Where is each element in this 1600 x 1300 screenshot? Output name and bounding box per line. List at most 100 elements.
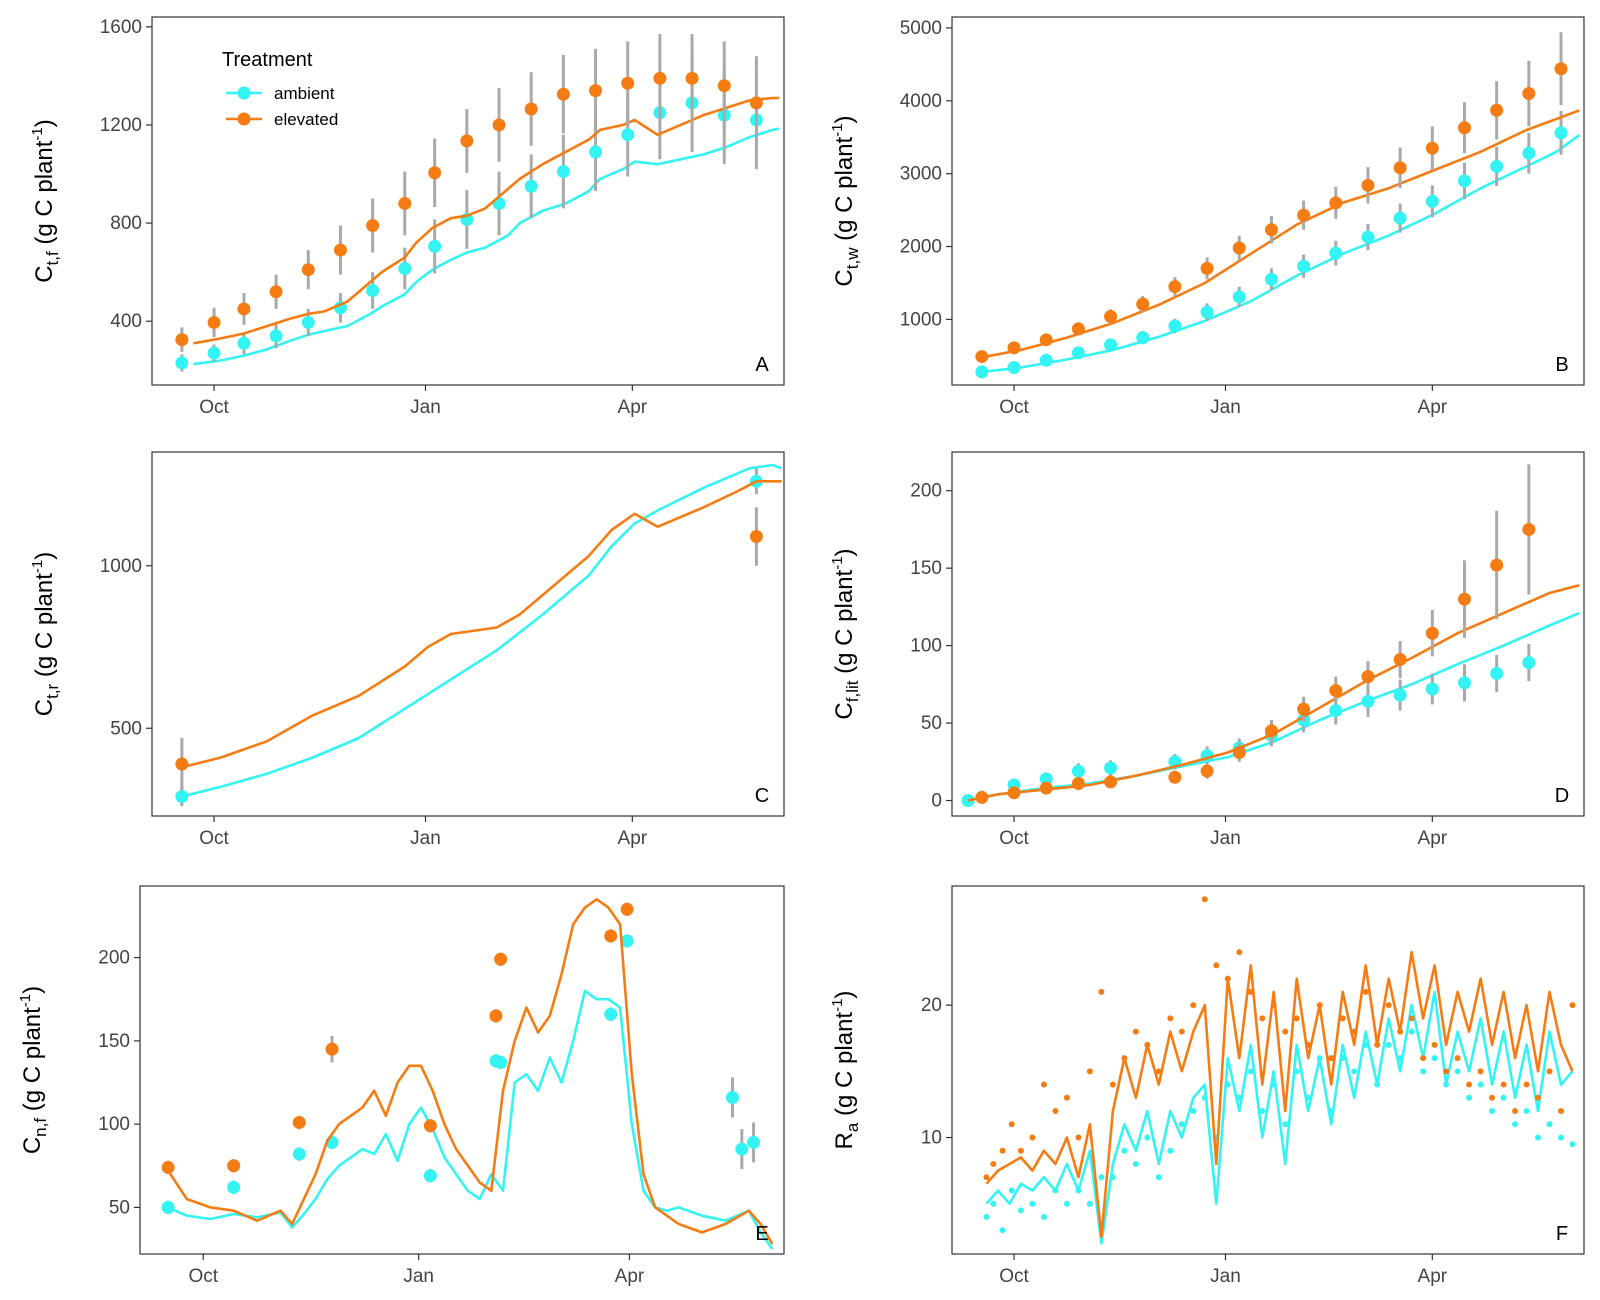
data-point-elevated [1522,87,1536,101]
series-line-elevated [981,109,1580,359]
panel-letter: B [1555,354,1568,376]
data-point-elevated [1071,776,1085,790]
x-tick-label: Apr [1418,1266,1448,1287]
daily-point-elevated [1075,1134,1082,1141]
legend: Treatment ambient elevated [222,49,338,129]
daily-point-ambient [1328,1108,1335,1115]
data-point-elevated [1457,121,1471,135]
y-tick-label: 150 [98,1031,130,1052]
daily-point-ambient [1374,1081,1381,1088]
daily-point-ambient [1316,1055,1323,1062]
data-point-elevated [1232,241,1246,255]
daily-point-ambient [1535,1134,1542,1141]
daily-point-elevated [1029,1134,1036,1141]
data-point-ambient [1393,211,1407,225]
legend-label: ambient [274,84,335,103]
data-point-elevated [175,333,189,347]
daily-point-elevated [1466,1081,1473,1088]
data-point-elevated [366,219,380,233]
panel-frame [951,16,1585,386]
daily-point-ambient [1040,1213,1047,1220]
y-tick-label: 4000 [900,91,942,112]
daily-point-ambient [1224,1081,1231,1088]
data-point-elevated [423,1119,437,1133]
data-point-ambient [398,261,412,275]
y-tick-label: 1600 [100,17,142,38]
y-tick-label: 50 [921,713,942,734]
data-point-elevated [269,285,283,299]
series-ambient [983,990,1576,1245]
series-elevated [975,32,1580,364]
daily-point-ambient [1420,1068,1427,1075]
data-point-elevated [1329,196,1343,210]
daily-point-elevated [1190,1002,1197,1009]
daily-point-elevated [1408,1015,1415,1022]
data-point-elevated [1007,786,1021,800]
data-point-elevated [975,350,989,364]
plot-area [975,32,1581,379]
daily-point-elevated [1155,1068,1162,1075]
daily-point-elevated [1178,1028,1185,1035]
data-point-elevated [1297,702,1311,716]
x-tick-label: Jan [1210,828,1241,849]
legend-item-elevated: elevated [226,110,338,129]
daily-point-ambient [1466,1094,1473,1101]
daily-point-ambient [1454,1068,1461,1075]
data-point-ambient [1361,694,1375,708]
x-tick-label: Oct [188,1266,218,1287]
data-point-elevated [1136,297,1150,311]
data-point-ambient [1039,353,1053,367]
daily-point-elevated [1420,1055,1427,1062]
data-point-ambient [292,1147,306,1161]
data-point-ambient [735,1142,749,1156]
data-point-ambient [1200,305,1214,319]
series-line-ambient [967,611,1580,802]
x-tick-label: Oct [999,1266,1029,1287]
series-ambient [961,611,1580,808]
daily-point-ambient [1512,1121,1519,1128]
daily-point-ambient [1063,1200,1070,1207]
panel-letter: A [755,354,769,376]
daily-point-ambient [999,1227,1006,1234]
daily-point-ambient [1121,1147,1128,1154]
series-line-elevated [193,96,780,345]
daily-point-elevated [1098,988,1105,995]
data-point-ambient [207,346,221,360]
data-point-elevated [1264,724,1278,738]
y-tick-label: 1000 [900,309,942,330]
data-point-ambient [175,790,189,803]
y-axis-label: Cf,lit (g C plant-1) [829,548,862,719]
daily-point-elevated [1569,1002,1576,1009]
daily-point-elevated [1477,1068,1484,1075]
data-point-elevated [1007,341,1021,355]
daily-point-elevated [1316,1002,1323,1009]
data-point-elevated [1361,670,1375,684]
data-point-elevated [1200,261,1214,275]
data-point-elevated [1490,103,1504,117]
daily-point-elevated [1546,1068,1553,1075]
daily-point-ambient [1144,1134,1151,1141]
y-axis-label: Ct,w (g C plant-1) [829,115,862,286]
data-point-elevated [1457,592,1471,606]
data-point-ambient [1007,361,1021,375]
daily-point-ambient [1431,1055,1438,1062]
daily-point-ambient [1546,1121,1553,1128]
daily-point-elevated [1017,1147,1024,1154]
panel-a: 400 800 1200 1600 Oct Jan Apr Ct,f (g C plant-1… [29,16,785,418]
data-point-ambient [725,1090,739,1104]
data-point-elevated [1297,208,1311,222]
daily-point-ambient [1408,1028,1415,1035]
series-line-elevated [167,898,774,1245]
daily-point-ambient [1236,1094,1243,1101]
daily-point-elevated [1086,1068,1093,1075]
series-ambient [175,463,783,807]
data-point-elevated [237,302,251,316]
x-tick-label: Oct [999,397,1029,418]
daily-point-elevated [1489,1094,1496,1101]
daily-point-elevated [1339,1015,1346,1022]
data-point-ambient [621,128,635,142]
series-elevated [983,896,1576,1239]
y-tick-label: 500 [110,718,142,739]
data-point-elevated [604,929,618,943]
